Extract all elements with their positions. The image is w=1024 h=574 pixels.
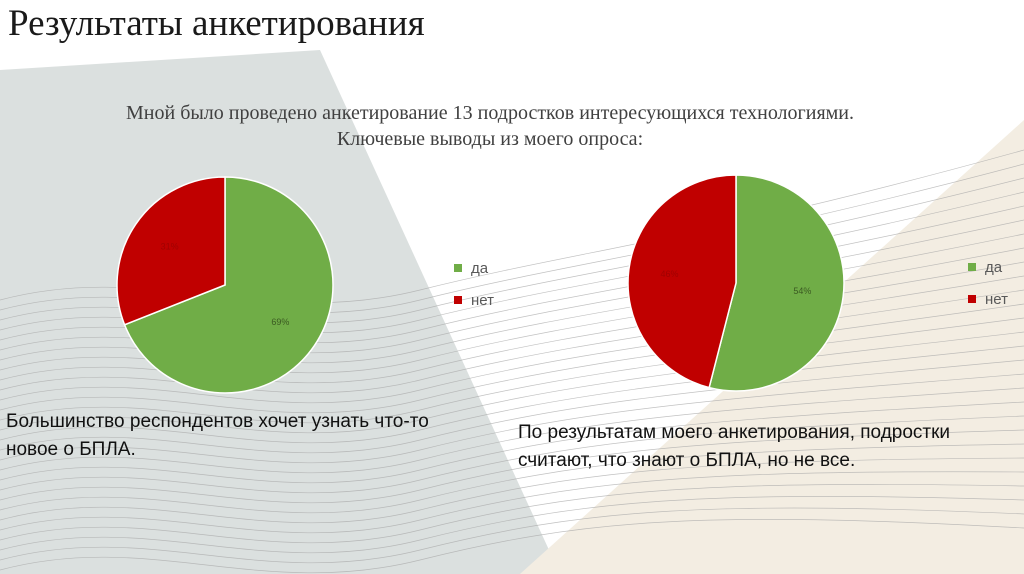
- pie-2-label-yes: 54%: [793, 286, 811, 296]
- legend-item-no: нет: [454, 290, 494, 310]
- chart-2-legend: да нет: [968, 257, 1008, 321]
- pie-chart-2: 54% 46%: [627, 174, 845, 392]
- intro-text: Мной было проведено анкетирование 13 под…: [0, 100, 980, 152]
- caption-right: По результатам моего анкетирования, подр…: [518, 422, 951, 471]
- wave-line: [0, 387, 1024, 474]
- chart-1-legend: да нет: [454, 258, 494, 322]
- pie-2-slice-yes: [708, 174, 845, 392]
- intro-line-2: Ключевые выводы из моего опроса:: [336, 128, 644, 150]
- wave-line: [0, 443, 1024, 514]
- wave-line: [0, 484, 1024, 544]
- pie-2-slice-no: [627, 174, 737, 389]
- pie-chart-1: 69% 31%: [116, 176, 334, 394]
- legend-label-no: нет: [985, 290, 1008, 308]
- pie-2-label-no: 46%: [661, 269, 679, 279]
- legend-item-yes: да: [968, 257, 1008, 277]
- wave-line: [0, 401, 1024, 484]
- legend-swatch-yes: [968, 263, 976, 271]
- legend-item-no: нет: [968, 289, 1008, 309]
- wave-line: [0, 415, 1024, 494]
- legend-label-no: нет: [471, 291, 494, 309]
- pie-1-slice-yes: [123, 176, 334, 394]
- pie-1-slice-no: [116, 176, 226, 326]
- pie-1-label-no: 31%: [161, 242, 179, 252]
- legend-label-yes: да: [985, 258, 1003, 276]
- legend-label-yes: да: [471, 259, 489, 277]
- pie-1-label-yes: 69%: [271, 317, 289, 327]
- legend-swatch-no: [968, 295, 976, 303]
- wave-line: [0, 496, 1024, 554]
- wave-line: [0, 519, 1024, 574]
- wave-line: [0, 471, 1024, 534]
- intro-line-1: Мной было проведено анкетирование 13 под…: [126, 102, 854, 124]
- legend-swatch-yes: [454, 264, 462, 272]
- legend-swatch-no: [454, 296, 462, 304]
- legend-item-yes: да: [454, 258, 494, 278]
- wave-line: [0, 507, 1024, 564]
- slide-title: Результаты анкетирования: [8, 3, 425, 44]
- wave-line: [0, 373, 1024, 464]
- wave-line: [0, 429, 1024, 504]
- caption-left: Большинство респондентов хочет узнать чт…: [6, 411, 429, 460]
- wave-line: [0, 457, 1024, 524]
- wave-line: [0, 359, 1024, 454]
